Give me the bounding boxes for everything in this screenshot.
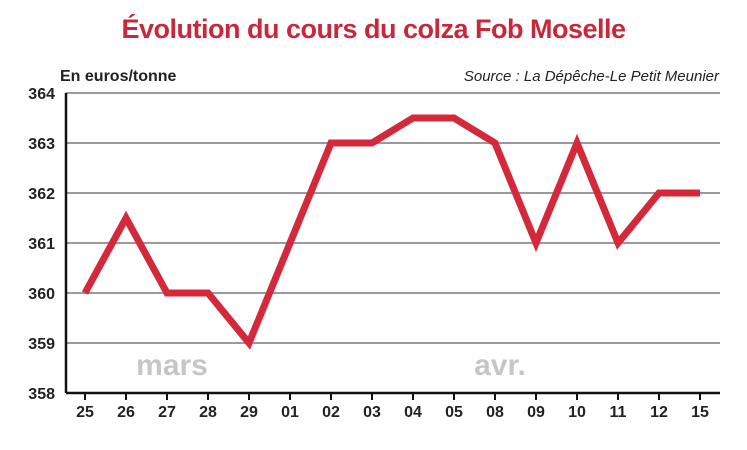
series-lines: [81, 114, 701, 350]
x-tick-label: 26: [117, 404, 135, 421]
x-tick-label: 27: [158, 404, 176, 421]
x-tick-label: 04: [404, 404, 422, 421]
x-tick-label: 11: [610, 404, 627, 421]
y-tick-label: 361: [28, 236, 55, 253]
y-tick-label: 362: [28, 186, 55, 203]
x-tick-label: 25: [76, 404, 94, 421]
grid-lines: [66, 92, 720, 344]
y-tick-label: 360: [28, 286, 55, 303]
chart-title: Évolution du cours du colza Fob Moselle: [121, 14, 626, 44]
period-label: mars: [136, 349, 208, 382]
x-tick-label: 15: [691, 404, 709, 421]
x-tick-labels: 25 26 27 28 29 01 02 03 04 05 08 09 10 11 12 15: [76, 404, 709, 421]
period-label: avr.: [474, 349, 526, 382]
y-tick-label: 359: [28, 336, 55, 353]
x-tick-label: 12: [650, 404, 668, 421]
y-tick-label: 363: [28, 136, 55, 153]
period-labels: mars avr.: [136, 349, 526, 382]
source-label: Source : La Dépêche-Le Petit Meunier: [463, 68, 719, 85]
series-line: [81, 114, 700, 350]
x-tick-label: 02: [322, 404, 340, 421]
y-axis-unit-label: En euros/tonne: [60, 68, 177, 85]
x-tick-label: 09: [527, 404, 545, 421]
y-tick-labels: 358 359 360 361 362 363 364: [28, 86, 55, 403]
axes: [64, 93, 720, 400]
x-tick-label: 03: [363, 404, 381, 421]
x-tick-label: 05: [445, 404, 463, 421]
y-tick-label: 358: [28, 386, 55, 403]
x-tick-label: 29: [240, 404, 258, 421]
x-tick-label: 10: [568, 404, 586, 421]
x-tick-label: 08: [486, 404, 504, 421]
x-tick-label: 28: [199, 404, 217, 421]
y-tick-label: 364: [28, 86, 55, 103]
x-tick-label: 01: [281, 404, 299, 421]
